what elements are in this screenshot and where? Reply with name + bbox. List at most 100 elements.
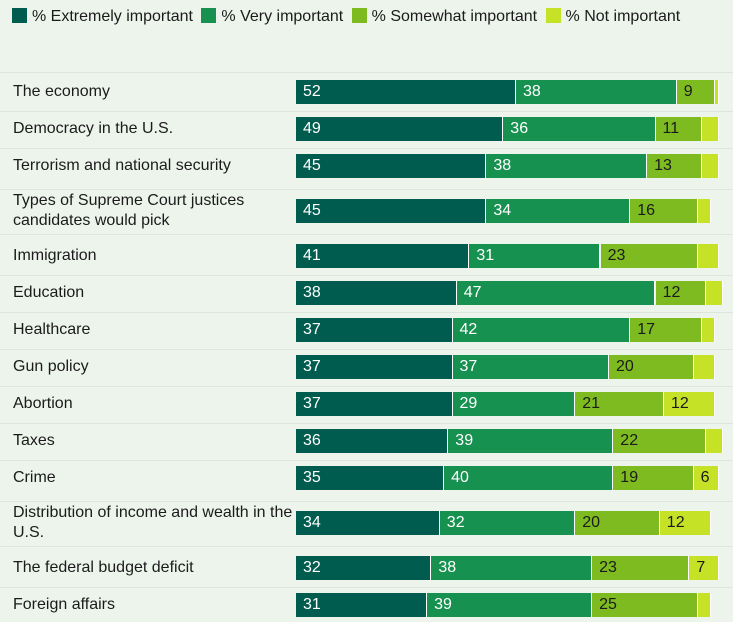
data-label: 23 bbox=[607, 247, 626, 264]
bar-segment bbox=[592, 593, 698, 617]
data-label: 6 bbox=[700, 469, 710, 486]
bar-segment bbox=[613, 466, 694, 490]
data-label: 16 bbox=[637, 202, 655, 219]
legend-swatch bbox=[12, 8, 27, 23]
bar-segment bbox=[659, 511, 711, 535]
bar-segment bbox=[296, 355, 453, 379]
row-divider bbox=[0, 72, 733, 73]
category-label: The federal budget deficit bbox=[13, 559, 194, 576]
data-label: 29 bbox=[459, 395, 478, 412]
bar-segment bbox=[630, 199, 698, 223]
data-label: 21 bbox=[582, 395, 600, 412]
data-label: 25 bbox=[599, 596, 617, 613]
category-label: Education bbox=[13, 284, 85, 301]
bar-segment bbox=[714, 80, 719, 104]
bar-segment bbox=[296, 556, 432, 580]
data-label: 38 bbox=[303, 284, 321, 301]
data-label: 32 bbox=[446, 514, 465, 531]
data-label: 13 bbox=[654, 157, 672, 174]
legend-item: % Extremely important bbox=[12, 8, 193, 25]
bar-segment bbox=[575, 392, 664, 416]
data-label: 37 bbox=[303, 358, 321, 375]
legend-swatch bbox=[351, 8, 367, 23]
bar-segment bbox=[296, 318, 453, 342]
bar-segment bbox=[697, 593, 711, 617]
data-label: 52 bbox=[303, 83, 321, 100]
bar-segment bbox=[664, 392, 715, 416]
data-label: 34 bbox=[303, 514, 321, 531]
data-label: 38 bbox=[438, 559, 457, 576]
row-divider bbox=[0, 587, 733, 588]
data-label: 35 bbox=[303, 469, 321, 486]
data-label: 23 bbox=[599, 559, 617, 576]
legend-item: % Somewhat important bbox=[351, 8, 537, 25]
data-label: 19 bbox=[620, 469, 639, 486]
bar-segment bbox=[613, 429, 707, 453]
legend-label: % Not important bbox=[565, 8, 681, 25]
data-label: 41 bbox=[303, 247, 321, 264]
data-label: 39 bbox=[455, 432, 474, 449]
category-label: Distribution of income and wealth in the… bbox=[13, 504, 293, 541]
bar-segment bbox=[600, 244, 698, 268]
bar-segment bbox=[469, 244, 601, 268]
bar-segment bbox=[296, 199, 487, 223]
row-divider bbox=[0, 349, 733, 350]
category-label: Foreign affairs bbox=[13, 596, 115, 613]
bar-segment bbox=[452, 392, 576, 416]
row-divider bbox=[0, 148, 733, 149]
category-label: Terrorism and national security bbox=[13, 157, 231, 174]
bar-segment bbox=[693, 355, 715, 379]
data-label: 9 bbox=[683, 83, 693, 100]
data-label: 20 bbox=[582, 514, 600, 531]
bar-segment bbox=[296, 117, 504, 141]
bar-segment bbox=[592, 556, 690, 580]
legend-swatch bbox=[545, 8, 561, 23]
data-label: 17 bbox=[637, 321, 655, 338]
bar-segment bbox=[516, 80, 677, 104]
bar-segment bbox=[456, 281, 656, 305]
bar-segment bbox=[296, 429, 449, 453]
bar-segment bbox=[296, 593, 428, 617]
data-label: 20 bbox=[616, 358, 634, 375]
bar-segment bbox=[448, 429, 614, 453]
bar-segment bbox=[702, 318, 715, 342]
data-label: 31 bbox=[476, 247, 495, 264]
bar-segment bbox=[486, 154, 648, 178]
bar-segment bbox=[296, 281, 457, 305]
bar-segment bbox=[296, 80, 516, 104]
category-label: Abortion bbox=[13, 395, 73, 412]
category-label: Taxes bbox=[13, 432, 55, 449]
legend-item: % Very important bbox=[201, 8, 343, 25]
bar-segment bbox=[676, 80, 715, 104]
data-label: 49 bbox=[303, 120, 321, 137]
data-label: 40 bbox=[451, 469, 469, 486]
chart-legend: % Extremely important % Very important %… bbox=[12, 5, 712, 29]
row-divider bbox=[0, 234, 733, 235]
row-divider bbox=[0, 111, 733, 112]
row-divider bbox=[0, 546, 733, 547]
bar-segment bbox=[706, 281, 724, 305]
legend-label: % Extremely important bbox=[32, 8, 193, 25]
legend-item: % Not important bbox=[545, 8, 681, 25]
row-divider bbox=[0, 386, 733, 387]
bar-segment bbox=[702, 117, 719, 141]
bar-segment bbox=[575, 511, 660, 535]
bar-segment bbox=[296, 154, 487, 178]
bar-segment bbox=[503, 117, 656, 141]
data-label: 37 bbox=[303, 321, 321, 338]
legend-swatch bbox=[201, 8, 217, 23]
legend-label: % Very important bbox=[221, 8, 344, 25]
row-divider bbox=[0, 189, 733, 190]
bar-segment bbox=[439, 511, 576, 535]
bar-segment bbox=[444, 466, 614, 490]
bar-segment bbox=[702, 154, 719, 178]
data-label: 37 bbox=[459, 358, 478, 375]
category-label: Types of Supreme Court justices candidat… bbox=[13, 192, 245, 229]
category-label: The economy bbox=[13, 83, 110, 100]
bar-segment bbox=[296, 511, 440, 535]
category-label: Democracy in the U.S. bbox=[13, 120, 174, 137]
bar-segment bbox=[486, 199, 631, 223]
bar-segment bbox=[655, 117, 702, 141]
bar-segment bbox=[697, 244, 720, 268]
bar-segment bbox=[431, 556, 593, 580]
